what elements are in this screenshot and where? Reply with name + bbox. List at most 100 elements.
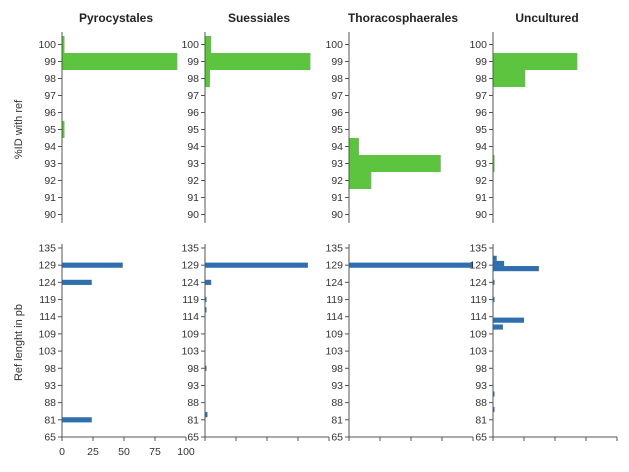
bar [62,36,65,53]
y-tick-label: 135 [325,243,343,255]
bar [493,406,495,413]
y-tick-label: 98 [475,73,487,85]
panel-titles: Pyrocystales Suessiales Thoracosphaerales U… [79,11,579,25]
y-axis-label: %ID with ref [13,99,25,159]
y-tick-label: 119 [182,294,199,306]
y-tick-label: 93 [331,158,343,170]
y-tick-label: 135 [181,243,199,255]
bar [493,279,495,285]
y-tick-label: 91 [44,192,56,204]
y-tick-label: 114 [470,311,487,323]
y-tick-label: 96 [187,107,199,119]
bar [205,365,207,371]
y-tick-label: 100 [38,39,56,51]
bar [493,155,495,172]
y-tick-label: 119 [470,294,487,306]
y-tick-label: 94 [44,141,56,153]
bar [205,53,311,70]
y-tick-label: 129 [181,260,199,272]
y-tick-label: 103 [38,346,56,358]
bar [205,296,207,303]
y-tick-label: 119 [326,294,343,306]
y-tick-label: 95 [475,124,487,136]
bar [62,279,92,285]
bar [493,255,497,261]
panel-pyrocystales-identity: 90 91 92 93 94 95 96 97 98 99 100 [38,32,178,223]
bar [493,266,539,272]
y-tick-label: 65 [331,432,343,444]
y-tick-label: 88 [331,397,343,409]
y-tick-label: 91 [331,192,343,204]
y-tick-label: 96 [331,107,343,119]
y-tick-label: 96 [44,107,56,119]
bar [205,262,308,268]
y-tick-label: 99 [187,56,199,68]
y-tick-label: 90 [475,209,487,221]
y-tick-label: 90 [331,209,343,221]
bar [62,417,92,423]
y-tick-label: 95 [187,124,199,136]
y-tick-label: 97 [331,90,343,102]
bar [205,412,208,418]
y-tick-label: 90 [44,209,56,221]
panel-title: Pyrocystales [79,11,153,25]
y-tick-label: 65 [44,432,56,444]
y-tick-label: 114 [182,311,199,323]
panel-title: Thoracosphaerales [348,11,458,25]
y-tick-label: 92 [475,175,487,187]
panel-title: Uncultured [515,11,578,25]
bar [493,70,526,87]
bar [205,36,212,53]
y-tick-label: 119 [39,294,56,306]
y-tick-label: 103 [181,346,199,358]
row-axis-labels: %ID with ref Ref lenght in pb [13,99,25,381]
bar [349,138,359,155]
bar [493,260,505,267]
bar [62,262,123,268]
y-tick-label: 124 [469,277,487,289]
bar [349,262,473,268]
y-tick-label: 97 [187,90,199,102]
y-tick-label: 129 [469,260,487,272]
panel-title: Suessiales [228,11,290,25]
y-tick-label: 93 [187,158,199,170]
panel-thoracosphaerales-identity: 90 91 92 93 94 95 96 97 98 99 100 [325,32,441,223]
y-tick-label: 109 [325,328,343,340]
y-tick-label: 109 [181,328,199,340]
y-tick-label: 92 [187,175,199,187]
y-tick-label: 98 [44,73,56,85]
panel-thoracosphaerales-length: 65 81 88 93 98 103 109 114 119 124 129 135 [325,243,473,444]
y-tick-label: 65 [475,432,487,444]
panel-pyrocystales-length: 65 81 88 93 98 103 109 114 119 124 129 135 [38,243,186,444]
y-tick-label: 93 [331,380,343,392]
y-tick-label: 114 [39,311,56,323]
y-tick-label: 88 [44,397,56,409]
y-tick-label: 98 [187,73,199,85]
y-tick-label: 92 [44,175,56,187]
y-tick-label: 94 [475,141,487,153]
y-tick-label: 65 [187,432,199,444]
y-tick-label: 95 [331,124,343,136]
bar [493,391,495,397]
y-tick-label: 90 [187,209,199,221]
y-tick-label: 103 [469,346,487,358]
y-tick-label: 135 [469,243,487,255]
y-axis-label: Ref lenght in pb [13,304,25,381]
y-tick-label: 81 [475,414,487,426]
y-tick-label: 81 [331,414,343,426]
y-tick-label: 114 [326,311,343,323]
y-tick-label: 97 [475,90,487,102]
y-tick-label: 99 [475,56,487,68]
x-tick-label: 100 [177,446,195,458]
bar [493,317,524,323]
bar [349,155,441,172]
y-tick-label: 98 [331,73,343,85]
y-tick-label: 97 [44,90,56,102]
y-tick-label: 96 [475,107,487,119]
bar [205,70,210,87]
y-tick-label: 109 [38,328,56,340]
y-tick-label: 98 [44,363,56,375]
y-tick-label: 100 [181,39,199,51]
y-tick-label: 100 [325,39,343,51]
